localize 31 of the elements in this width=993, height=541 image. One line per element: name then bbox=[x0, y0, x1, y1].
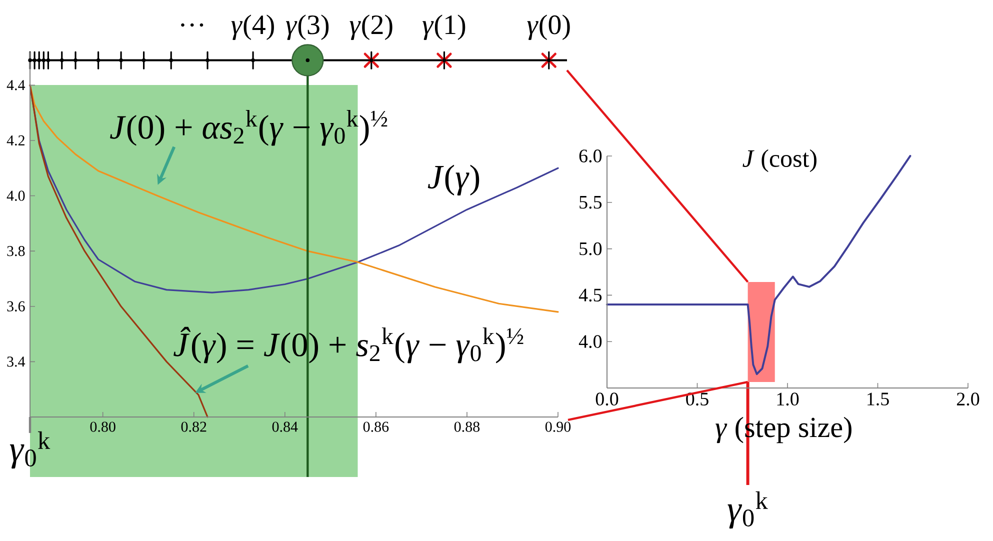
y-tick-label: 4.2 bbox=[6, 135, 24, 146]
y-tick-label: 3.8 bbox=[7, 246, 25, 256]
x-tick-label: 2.0 bbox=[956, 392, 980, 406]
annotation: γ(0) bbox=[527, 14, 570, 40]
x-tick-label: 1.0 bbox=[777, 392, 799, 406]
y-tick-label: 4.0 bbox=[6, 190, 25, 201]
annotation: γ(1) bbox=[422, 14, 466, 40]
x-tick-label: 0.0 bbox=[596, 392, 618, 406]
y-tick-label: 5.0 bbox=[580, 242, 602, 256]
x-tick-label: 0.90 bbox=[545, 422, 571, 432]
series-label: J(γ) bbox=[428, 164, 480, 196]
x-tick-label: 0.86 bbox=[363, 422, 389, 432]
y-tick-label: 5.5 bbox=[580, 196, 602, 209]
x-tick-label: 0.88 bbox=[454, 422, 480, 432]
y-tick-label: 3.6 bbox=[7, 301, 25, 312]
annotation: γ(4) bbox=[231, 14, 274, 40]
y-tick-label: 6.0 bbox=[579, 150, 602, 162]
y-tick-label: 3.4 bbox=[7, 356, 26, 367]
x-tick-label: 0.82 bbox=[181, 422, 206, 432]
y-tick-label: 4.5 bbox=[578, 288, 602, 302]
band-label: γ$_{0}$k bbox=[728, 491, 768, 529]
x-tick-label: 0.80 bbox=[90, 422, 116, 432]
annotation: γ(2) bbox=[350, 14, 392, 40]
y-tick-label: 4.4 bbox=[6, 80, 26, 90]
x-tick-label: 1.5 bbox=[868, 392, 889, 406]
annotation: γ(3) bbox=[286, 14, 329, 40]
band-label: γ$_{0}$k bbox=[10, 431, 50, 469]
chart-title: J (cost) bbox=[742, 149, 816, 172]
x-tick-label: 0.84 bbox=[272, 422, 298, 432]
text: … bbox=[181, 23, 204, 27]
y-tick-label: 4.0 bbox=[578, 335, 602, 348]
